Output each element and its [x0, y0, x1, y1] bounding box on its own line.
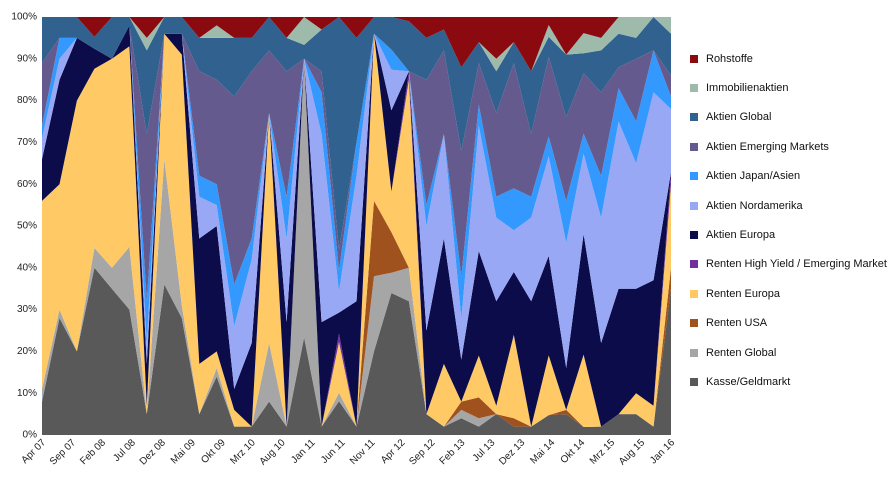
x-tick-label: Feb 08: [78, 437, 108, 467]
x-tick-label: Sep 12: [407, 437, 437, 467]
x-tick-label: Apr 07: [20, 437, 49, 466]
y-tick-label: 80%: [17, 95, 37, 106]
y-axis: 0% 10% 20% 30% 40% 50% 60% 70% 80% 90% 100%: [11, 12, 37, 441]
y-tick-label: 90%: [17, 53, 37, 64]
legend-label: Renten Europa: [706, 287, 780, 300]
legend-item: Renten Global: [690, 338, 885, 367]
area-series-0: [42, 267, 671, 435]
x-tick-label: Sep 07: [48, 437, 78, 467]
legend-item: Aktien Nordamerika: [690, 191, 885, 220]
legend-item: Aktien Global: [690, 103, 885, 132]
legend-label: Rohstoffe: [706, 52, 753, 65]
x-tick-label: Okt 14: [559, 437, 588, 466]
legend-label: Aktien Europa: [706, 229, 776, 242]
y-tick-label: 20%: [17, 346, 37, 357]
legend-swatch: [690, 231, 698, 240]
x-tick-label: Mrz 15: [588, 437, 618, 467]
legend-item: Renten Europa: [690, 279, 885, 308]
legend-label: Aktien Japan/Asien: [706, 170, 801, 183]
plot-areas: [42, 17, 671, 435]
legend-swatch: [690, 172, 698, 181]
x-tick-label: Aug 15: [617, 437, 647, 467]
legend-label: Renten Global: [706, 346, 777, 359]
y-tick-label: 50%: [17, 221, 37, 232]
y-tick-label: 30%: [17, 304, 37, 315]
legend-label: Immobilienaktien: [706, 82, 789, 95]
legend-label: Renten High Yield / Emerging Markets: [706, 258, 887, 271]
legend-swatch: [690, 142, 698, 151]
legend-item: Renten High Yield / Emerging Markets: [690, 250, 887, 279]
legend-label: Aktien Nordamerika: [706, 199, 803, 212]
legend-item: Kasse/Geldmarkt: [690, 367, 885, 396]
x-tick-label: Mrz 10: [228, 437, 258, 467]
legend-swatch: [690, 54, 698, 63]
legend-item: Renten USA: [690, 309, 885, 338]
legend-label: Aktien Global: [706, 111, 772, 124]
area-series-3: [42, 33, 671, 427]
x-tick-label: Feb 13: [438, 437, 468, 467]
legend-swatch: [690, 348, 698, 357]
area-series-11: [42, 17, 671, 72]
area-series-6: [42, 25, 671, 390]
legend: Rohstoffe Immobilienaktien Aktien Global Ak…: [690, 44, 887, 397]
y-tick-label: 70%: [17, 137, 37, 148]
legend-swatch: [690, 377, 698, 386]
legend-swatch: [690, 319, 698, 328]
x-tick-label: Aug 10: [258, 437, 288, 467]
x-axis: Apr 07 Sep 07 Feb 08 Jul 08 Dez 08 Mai 09 Okt …: [20, 437, 678, 468]
x-tick-label: Dez 08: [138, 437, 168, 467]
y-tick-label: 10%: [17, 388, 37, 399]
area-series-1: [42, 58, 671, 428]
y-tick-label: 0%: [23, 430, 38, 441]
legend-item: Aktien Japan/Asien: [690, 162, 885, 191]
area-series-8: [42, 25, 671, 302]
x-tick-label: Jan 16: [648, 437, 677, 466]
x-tick-label: Mai 09: [169, 437, 198, 466]
x-tick-label: Nov 11: [348, 437, 378, 467]
legend-item: Rohstoffe: [690, 44, 885, 73]
legend-swatch: [690, 113, 698, 122]
legend-item: Immobilienaktien: [690, 73, 885, 102]
legend-item: Aktien Emerging Markets: [690, 132, 885, 161]
x-tick-label: Jan 11: [289, 437, 318, 466]
legend-swatch: [690, 201, 698, 210]
legend-label: Renten USA: [706, 317, 768, 330]
x-tick-label: Jul 08: [111, 437, 138, 464]
y-tick-label: 100%: [11, 12, 37, 23]
legend-label: Aktien Emerging Markets: [706, 140, 829, 153]
legend-item: Aktien Europa: [690, 220, 885, 249]
x-tick-label: Jul 13: [471, 437, 498, 464]
x-tick-label: Mai 14: [528, 437, 557, 466]
x-tick-label: Jun 11: [319, 437, 348, 466]
area-series-5: [42, 25, 671, 427]
x-tick-label: Dez 13: [497, 437, 527, 467]
x-tick-label: Okt 09: [199, 437, 228, 466]
legend-swatch: [690, 289, 698, 298]
legend-label: Kasse/Geldmarkt: [706, 375, 791, 388]
area-series-9: [42, 17, 671, 250]
y-tick-label: 40%: [17, 262, 37, 273]
y-tick-label: 60%: [17, 179, 37, 190]
x-tick-label: Apr 12: [379, 437, 408, 466]
legend-swatch: [690, 84, 698, 93]
legend-swatch: [690, 260, 698, 269]
